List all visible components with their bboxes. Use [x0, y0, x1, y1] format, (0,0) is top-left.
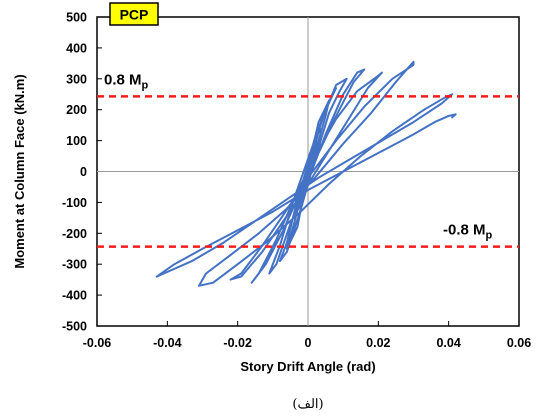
- x-tick-label: 0: [305, 336, 312, 350]
- y-tick-label: 0: [80, 165, 87, 179]
- x-tick-label: 0.06: [507, 336, 531, 350]
- y-tick-label: 100: [66, 134, 87, 148]
- y-tick-label: -200: [62, 227, 87, 241]
- badge-box: [109, 2, 159, 26]
- reference-lines: [97, 95, 519, 248]
- figure-caption: (الف): [292, 397, 323, 412]
- y-tick-label: 400: [66, 41, 87, 55]
- y-tick-label: -400: [62, 289, 87, 303]
- badge-label: PCP: [120, 7, 149, 23]
- y-tick-label: -300: [62, 258, 87, 272]
- ref-label-negative: -0.8 Mp: [443, 222, 493, 242]
- x-tick-label: -0.02: [223, 336, 252, 350]
- y-tick-label: 200: [66, 103, 87, 117]
- x-tick-label: 0.02: [366, 336, 390, 350]
- y-axis-label: Moment at Column Face (kN.m): [12, 74, 27, 268]
- plot-area: 500 400 300 200 100 0 -100 -200 -300 -400 -500 -0.0…: [62, 11, 531, 351]
- y-tick-label: -100: [62, 196, 87, 210]
- y-tick-label: -500: [62, 320, 87, 334]
- x-tick-label: -0.04: [153, 336, 182, 350]
- badge: PCP: [109, 2, 159, 26]
- x-tick-label: 0.04: [436, 336, 460, 350]
- tick-layer: 500 400 300 200 100 0 -100 -200 -300 -400 -500 -0.0…: [62, 11, 531, 351]
- hysteresis-series-line-1: [155, 60, 457, 287]
- y-tick-label: 500: [66, 11, 87, 25]
- y-tick-label: 300: [66, 72, 87, 86]
- x-axis-label: Story Drift Angle (rad): [240, 359, 375, 374]
- ref-label-positive: 0.8 Mp: [104, 71, 149, 91]
- series-layer: [155, 60, 457, 287]
- x-tick-label: -0.06: [83, 336, 112, 350]
